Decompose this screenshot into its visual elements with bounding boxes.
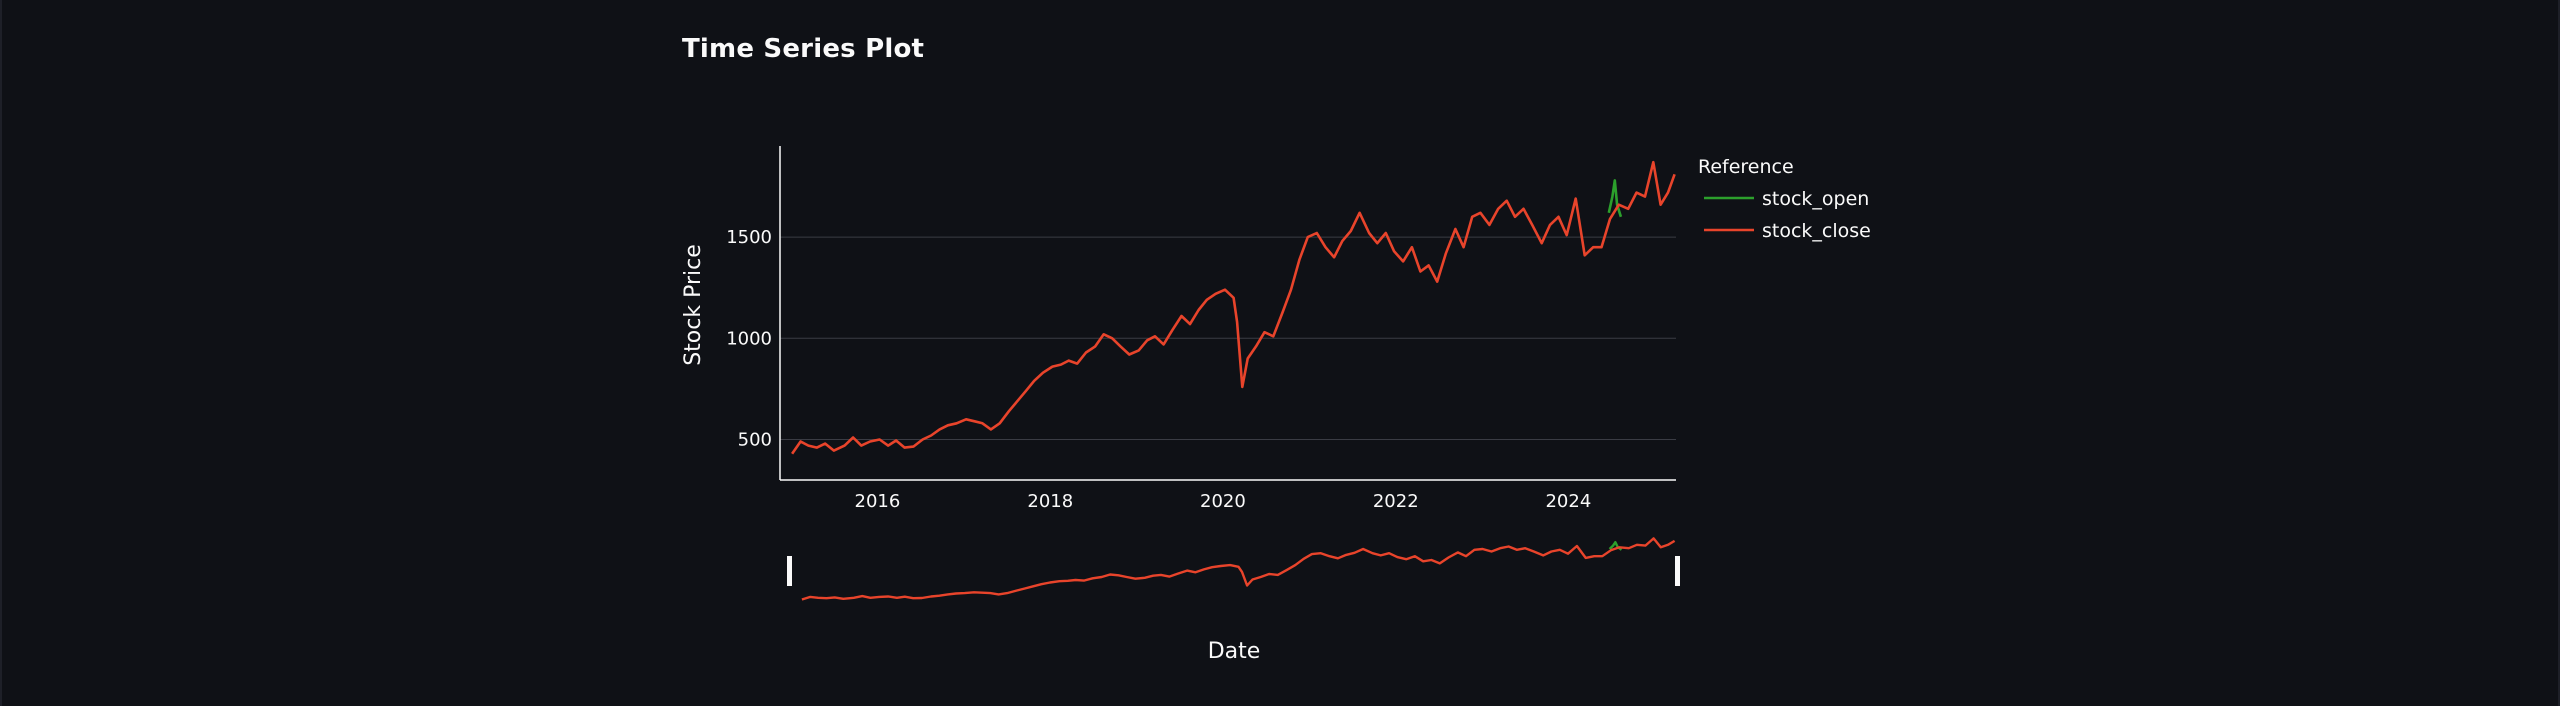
grid-lines <box>780 236 1676 441</box>
legend: Reference stock_open stock_close <box>1698 156 1871 242</box>
x-tick-label: 2018 <box>1027 491 1073 512</box>
series-line-stock-open[interactable] <box>1607 179 1623 218</box>
y-tick-label: 1000 <box>726 328 772 349</box>
range-slider[interactable] <box>787 537 1680 601</box>
plot-area[interactable] <box>791 160 1676 455</box>
page-title: Time Series Plot <box>682 34 925 64</box>
y-tick-label: 500 <box>738 430 772 451</box>
legend-label-stock-open: stock_open <box>1762 188 1869 210</box>
x-tick-label: 2022 <box>1373 491 1419 512</box>
slider-line-stock-close <box>801 537 1676 601</box>
range-handle-left[interactable] <box>787 556 792 586</box>
frame-border-left <box>0 0 2 706</box>
x-axis-title: Date <box>1208 639 1261 664</box>
frame-border-right <box>2558 0 2560 706</box>
legend-label-stock-close: stock_close <box>1762 220 1871 242</box>
series-line-stock-close[interactable] <box>791 160 1676 455</box>
y-tick-label: 1500 <box>726 227 772 248</box>
x-tick-label: 2024 <box>1545 491 1591 512</box>
x-tick-labels: 2016 2018 2020 2022 2024 <box>855 491 1592 512</box>
legend-title: Reference <box>1698 156 1794 178</box>
axes <box>779 146 1676 481</box>
range-handle-right[interactable] <box>1675 556 1680 586</box>
x-tick-label: 2016 <box>855 491 901 512</box>
y-tick-labels: 500 1000 1500 <box>726 227 772 450</box>
y-axis-title: Stock Price <box>681 244 706 366</box>
x-tick-label: 2020 <box>1200 491 1246 512</box>
